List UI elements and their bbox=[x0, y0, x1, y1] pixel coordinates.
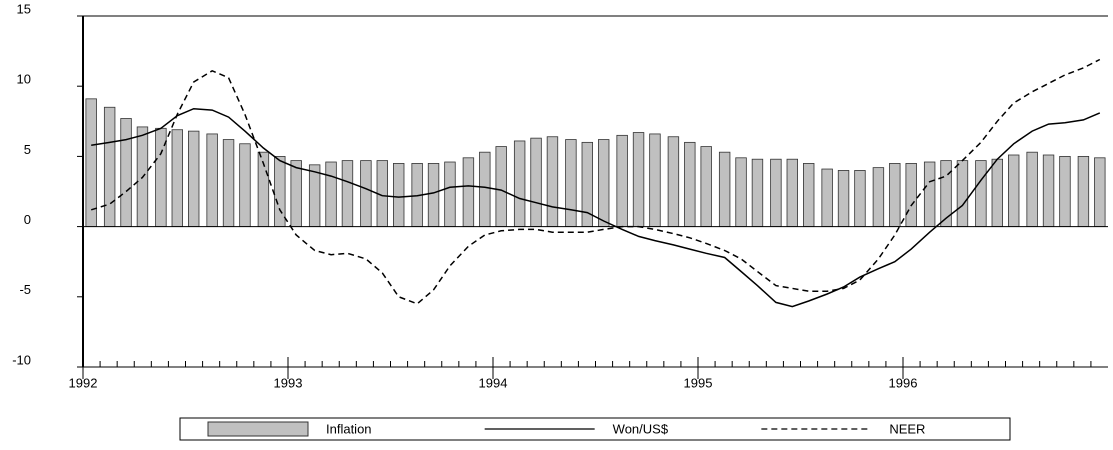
bar bbox=[649, 133, 661, 228]
legend-swatch bbox=[207, 421, 309, 437]
bar bbox=[513, 140, 526, 227]
bar bbox=[872, 167, 885, 228]
bar bbox=[290, 160, 302, 227]
legend-label: Won/US$ bbox=[613, 421, 669, 436]
y-tick-label: 10 bbox=[17, 72, 31, 87]
bar bbox=[940, 160, 952, 227]
y-tick-label: 5 bbox=[24, 142, 31, 157]
bar bbox=[837, 170, 850, 228]
x-tick-label: 1992 bbox=[69, 375, 98, 390]
bar bbox=[667, 136, 680, 228]
bar bbox=[565, 139, 577, 227]
bar bbox=[889, 163, 901, 227]
bar bbox=[188, 130, 200, 228]
bar bbox=[239, 143, 251, 228]
bar bbox=[718, 151, 731, 228]
bar bbox=[991, 158, 1003, 227]
bar bbox=[85, 98, 97, 227]
bar bbox=[1042, 154, 1055, 227]
bar bbox=[341, 160, 354, 227]
bar bbox=[427, 163, 440, 227]
bar bbox=[751, 158, 764, 227]
bar bbox=[1077, 155, 1090, 227]
bar bbox=[956, 160, 969, 227]
bar bbox=[1008, 154, 1020, 227]
bar bbox=[854, 170, 866, 228]
bar bbox=[171, 129, 183, 227]
legend-box bbox=[179, 417, 1011, 441]
bar bbox=[444, 161, 456, 228]
series-line bbox=[91, 107, 1101, 308]
legend-label: Inflation bbox=[326, 421, 372, 436]
bar bbox=[735, 157, 747, 227]
legend-label: NEER bbox=[889, 421, 925, 436]
bar bbox=[222, 139, 235, 227]
bar bbox=[1094, 157, 1106, 227]
bar bbox=[1026, 151, 1038, 228]
x-tick-label: 1993 bbox=[274, 375, 303, 390]
y-tick-label: -10 bbox=[12, 352, 31, 367]
bar bbox=[786, 158, 798, 227]
bar bbox=[120, 118, 132, 227]
bar bbox=[546, 136, 559, 228]
bar bbox=[1059, 155, 1071, 227]
bar bbox=[821, 168, 833, 227]
bar bbox=[530, 137, 542, 227]
y-tick-label: 15 bbox=[17, 1, 31, 16]
bar bbox=[770, 158, 782, 227]
bar bbox=[803, 163, 815, 227]
bar bbox=[905, 163, 917, 227]
bar bbox=[598, 139, 610, 227]
bar bbox=[632, 132, 645, 227]
bar bbox=[274, 155, 286, 227]
y-tick-label: -5 bbox=[19, 282, 31, 297]
bar bbox=[325, 161, 337, 228]
bar bbox=[700, 146, 712, 228]
bar bbox=[923, 161, 936, 228]
bar bbox=[616, 134, 628, 227]
x-tick-label: 1996 bbox=[889, 375, 918, 390]
x-tick-label: 1995 bbox=[684, 375, 713, 390]
series-line bbox=[90, 58, 1101, 305]
x-tick-label: 1994 bbox=[479, 375, 508, 390]
y-tick-label: 0 bbox=[24, 212, 31, 227]
bar bbox=[479, 151, 491, 228]
bar bbox=[462, 157, 475, 227]
bar bbox=[206, 133, 218, 228]
bar bbox=[308, 164, 321, 228]
bar bbox=[684, 141, 696, 227]
bar bbox=[360, 160, 372, 227]
bar bbox=[975, 160, 987, 227]
bar bbox=[495, 146, 507, 228]
bar bbox=[103, 106, 116, 227]
bar bbox=[393, 163, 405, 227]
